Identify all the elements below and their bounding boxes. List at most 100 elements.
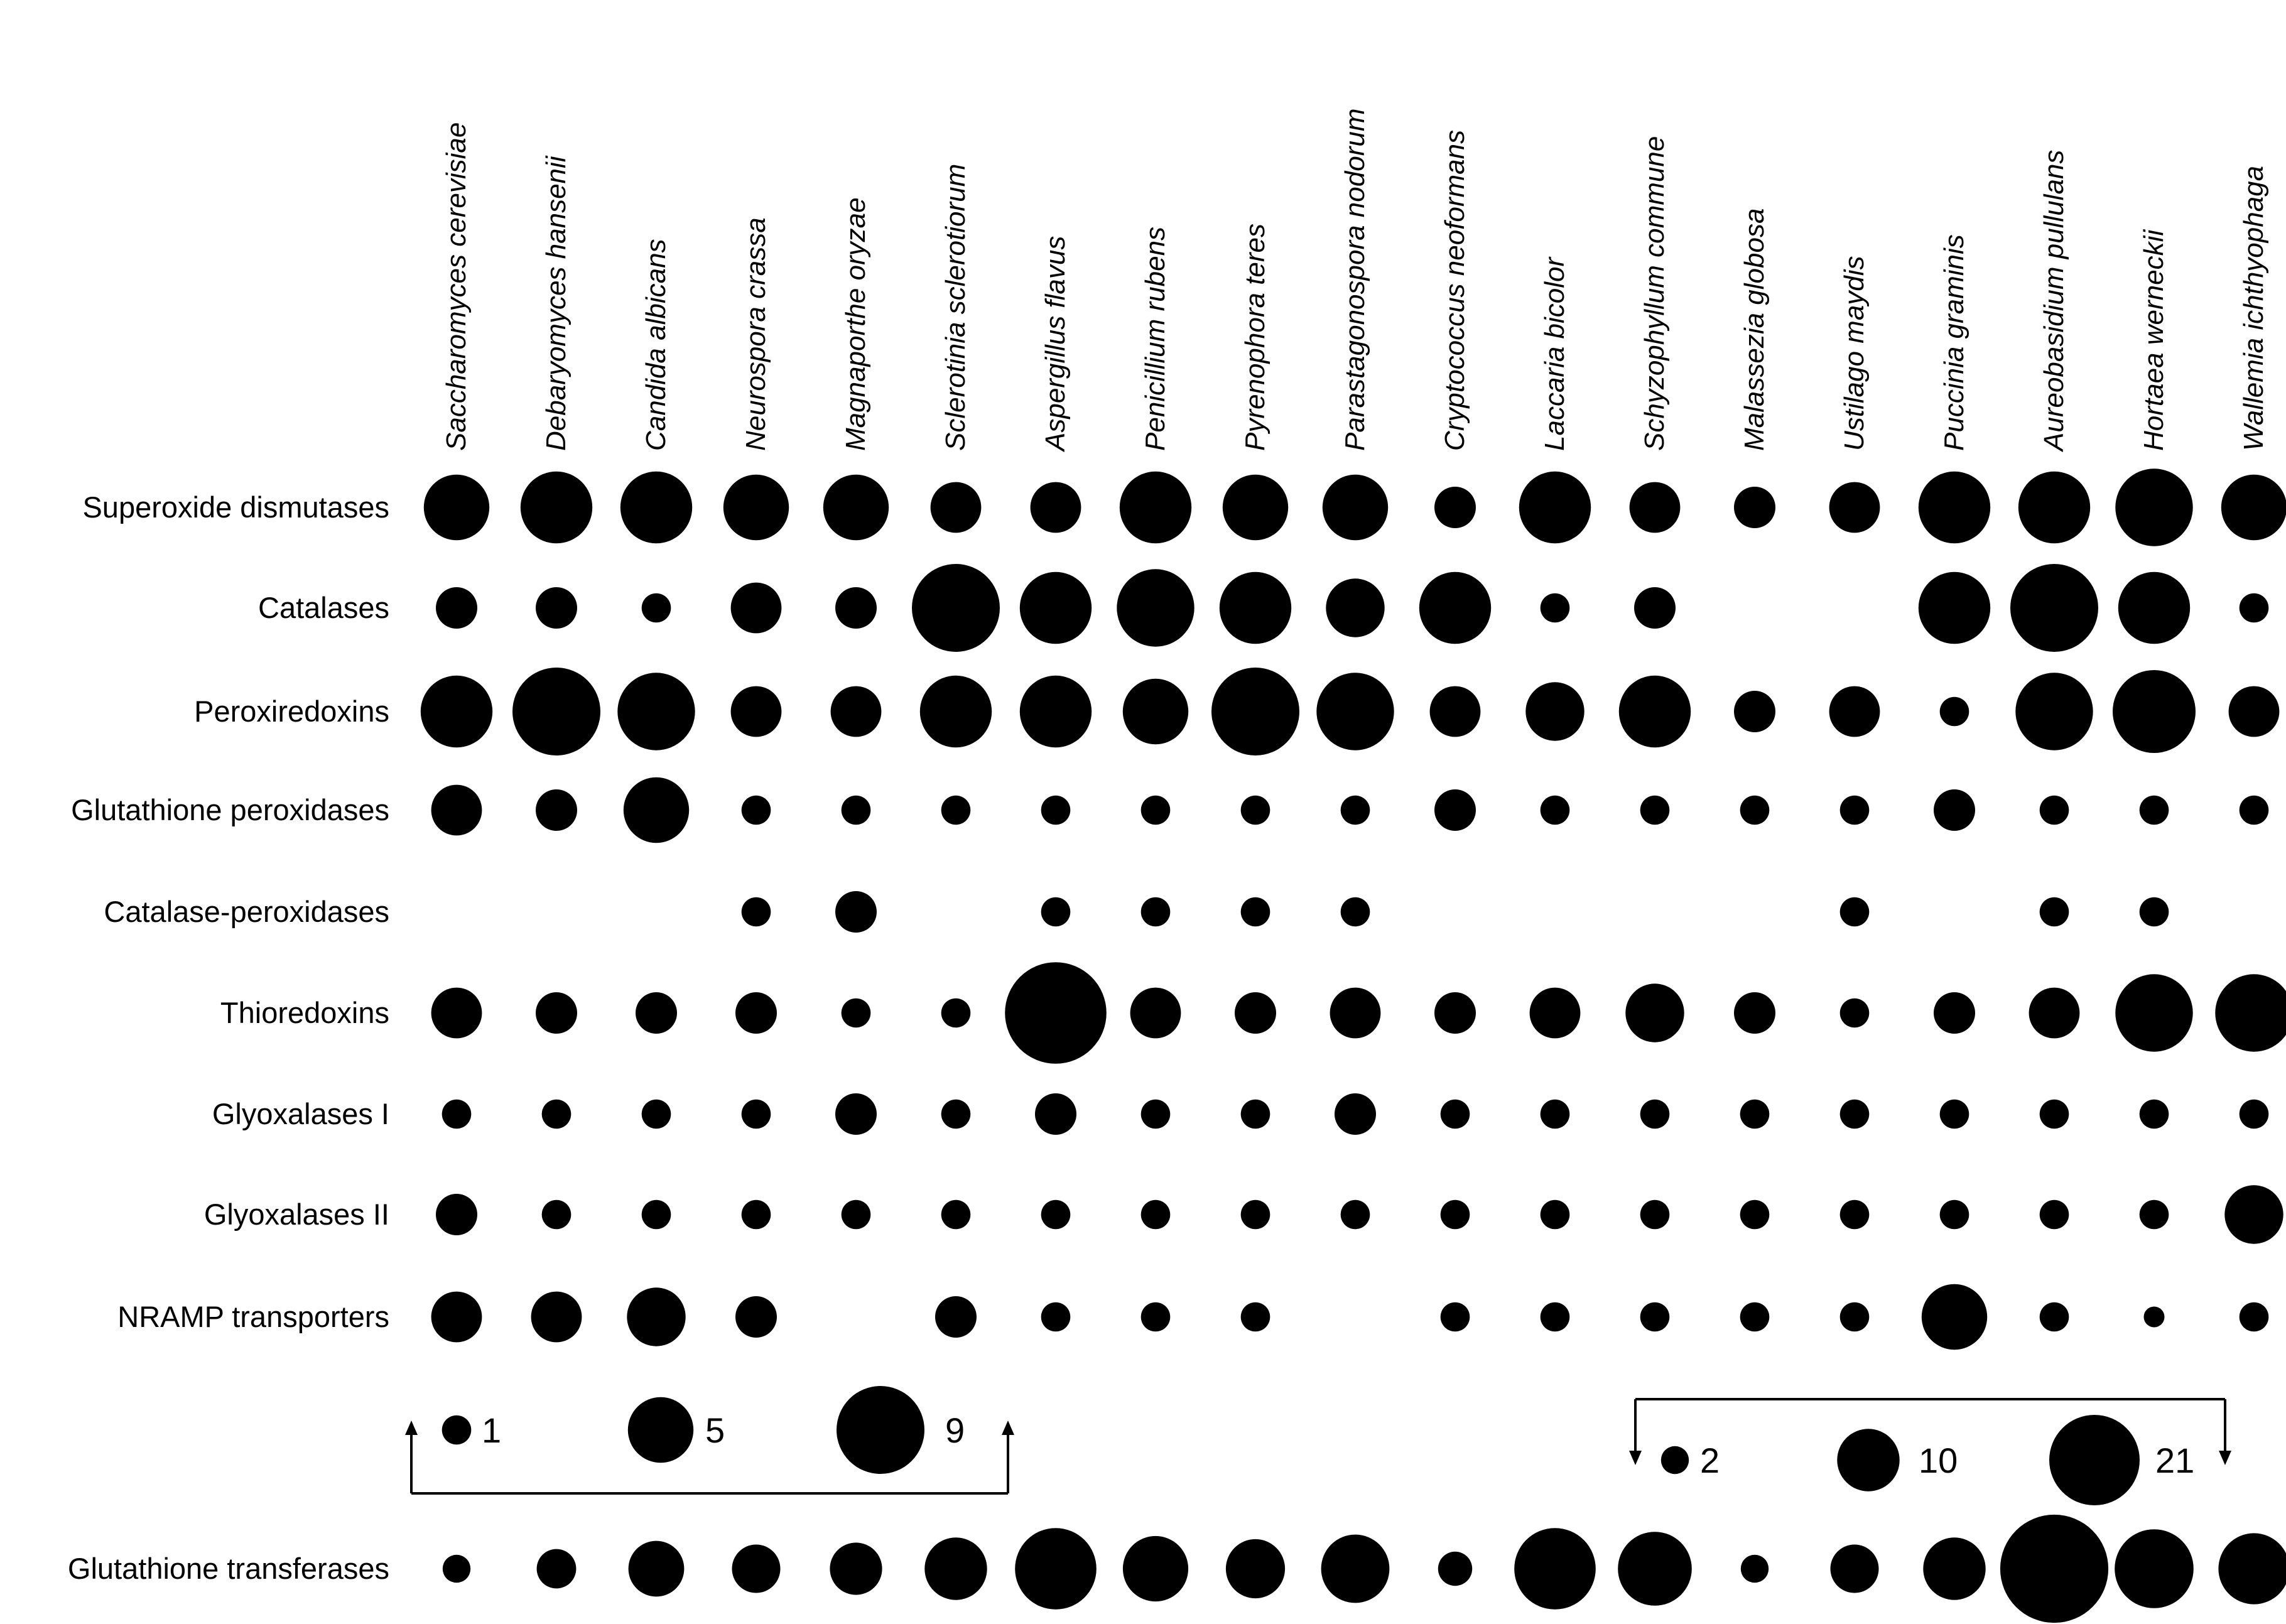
legend-label: 21 [2155, 1441, 2194, 1480]
bubble [1240, 1199, 1270, 1230]
bubble [1923, 1537, 1986, 1600]
bubble [735, 992, 777, 1034]
bubble [835, 587, 877, 629]
bubble [1140, 1199, 1171, 1230]
species-label: Penicillium rubens [1140, 227, 1171, 451]
species-label: Wallemia ichthyophaga [2238, 166, 2269, 451]
bubble [2039, 897, 2069, 927]
bubble [1440, 1199, 1470, 1230]
bubble [617, 673, 695, 750]
species-label: Cryptococcus neoformans [1439, 130, 1470, 451]
bubble [2015, 673, 2093, 750]
species-label: Magnaporthe oryzae [840, 197, 871, 451]
row-label: Catalase-peroxidases [104, 895, 389, 928]
bubble [1117, 569, 1194, 647]
bubble [1211, 668, 1299, 755]
bubble [436, 587, 477, 629]
species-label: Parastagonospora nodorum [1340, 109, 1370, 451]
row-label: Glyoxalases I [212, 1097, 389, 1130]
species-label: Candida albicans [641, 239, 671, 451]
bubble [1434, 789, 1476, 831]
bubble [431, 784, 482, 836]
bubble [1240, 1099, 1270, 1129]
bubble [1939, 1099, 1969, 1129]
bubble [536, 587, 577, 629]
bubble [541, 1099, 572, 1129]
bubble [641, 593, 671, 623]
row-label: Superoxide dismutases [82, 490, 389, 524]
bubble [627, 1287, 686, 1346]
bubble [2215, 974, 2286, 1052]
bubble [536, 789, 577, 831]
bubble [1921, 1284, 1988, 1350]
bubble [1335, 1093, 1376, 1135]
bubble [741, 795, 771, 825]
bubble [1640, 1199, 1670, 1230]
bubble [2139, 1099, 2169, 1129]
bubble [823, 474, 889, 541]
legend-left-arrow-left [405, 1421, 418, 1435]
bubble [1015, 1528, 1097, 1610]
bubble [2039, 1099, 2069, 1129]
bubble [1918, 571, 1991, 644]
bubble [1326, 578, 1385, 637]
bubble [1041, 1199, 1071, 1230]
bubble [536, 1549, 577, 1589]
bubble [420, 675, 493, 748]
bubble [1939, 1199, 1969, 1230]
legend-bubble [1660, 1446, 1689, 1475]
bubble [1540, 593, 1570, 623]
bubble [1340, 795, 1370, 825]
bubble [1005, 962, 1107, 1064]
bubble [1839, 1199, 1870, 1230]
bubble [1839, 897, 1870, 927]
bubble [2115, 1529, 2194, 1608]
legend-right-arrow-right [2219, 1451, 2231, 1465]
bubble [1225, 1539, 1286, 1599]
bubble [2113, 670, 2196, 753]
legend-left-bracket [410, 1427, 1009, 1495]
bubble [2010, 564, 2098, 652]
bubble [1514, 1528, 1596, 1610]
bubble [735, 1296, 777, 1338]
bubble [2039, 795, 2069, 825]
bubble [2000, 1514, 2109, 1623]
bubble [1240, 1302, 1270, 1332]
bubble [1734, 691, 1775, 732]
bubble [1618, 1532, 1692, 1606]
bubble [1330, 987, 1381, 1039]
bubble [1939, 696, 1969, 727]
bubble [1322, 474, 1389, 541]
legend-right: 2 10 21 [1629, 1398, 2231, 1505]
bubble [741, 1099, 771, 1129]
bubble [935, 1296, 977, 1338]
bubble [941, 998, 971, 1028]
bubble [1119, 471, 1192, 544]
bubble [541, 1199, 572, 1230]
legend-left-arrow-right [1002, 1421, 1014, 1435]
bubble [2143, 1306, 2165, 1328]
bubble [2039, 1199, 2069, 1230]
bubble [1918, 471, 1991, 544]
bubble [1019, 675, 1092, 748]
legend-label: 5 [705, 1410, 725, 1450]
bubble [1140, 897, 1171, 927]
bubble [2139, 1199, 2169, 1230]
bubble [835, 891, 877, 933]
bubble [441, 1099, 472, 1129]
bubble [1240, 795, 1270, 825]
bubbles [420, 468, 2286, 1623]
bubble [2239, 593, 2269, 623]
bubble [536, 992, 577, 1034]
legend-bubble [627, 1397, 694, 1463]
bubble [924, 1537, 987, 1600]
species-label: Laccaria bicolor [1539, 256, 1570, 451]
bubble [1519, 471, 1591, 544]
bubble [941, 1099, 971, 1129]
bubble [723, 474, 789, 541]
species-label: Neurospora crassa [740, 217, 771, 451]
bubble [1529, 987, 1581, 1039]
species-label: Aureobasidium pullulans [2039, 150, 2069, 453]
bubble [1540, 1199, 1570, 1230]
bubble [520, 471, 593, 544]
